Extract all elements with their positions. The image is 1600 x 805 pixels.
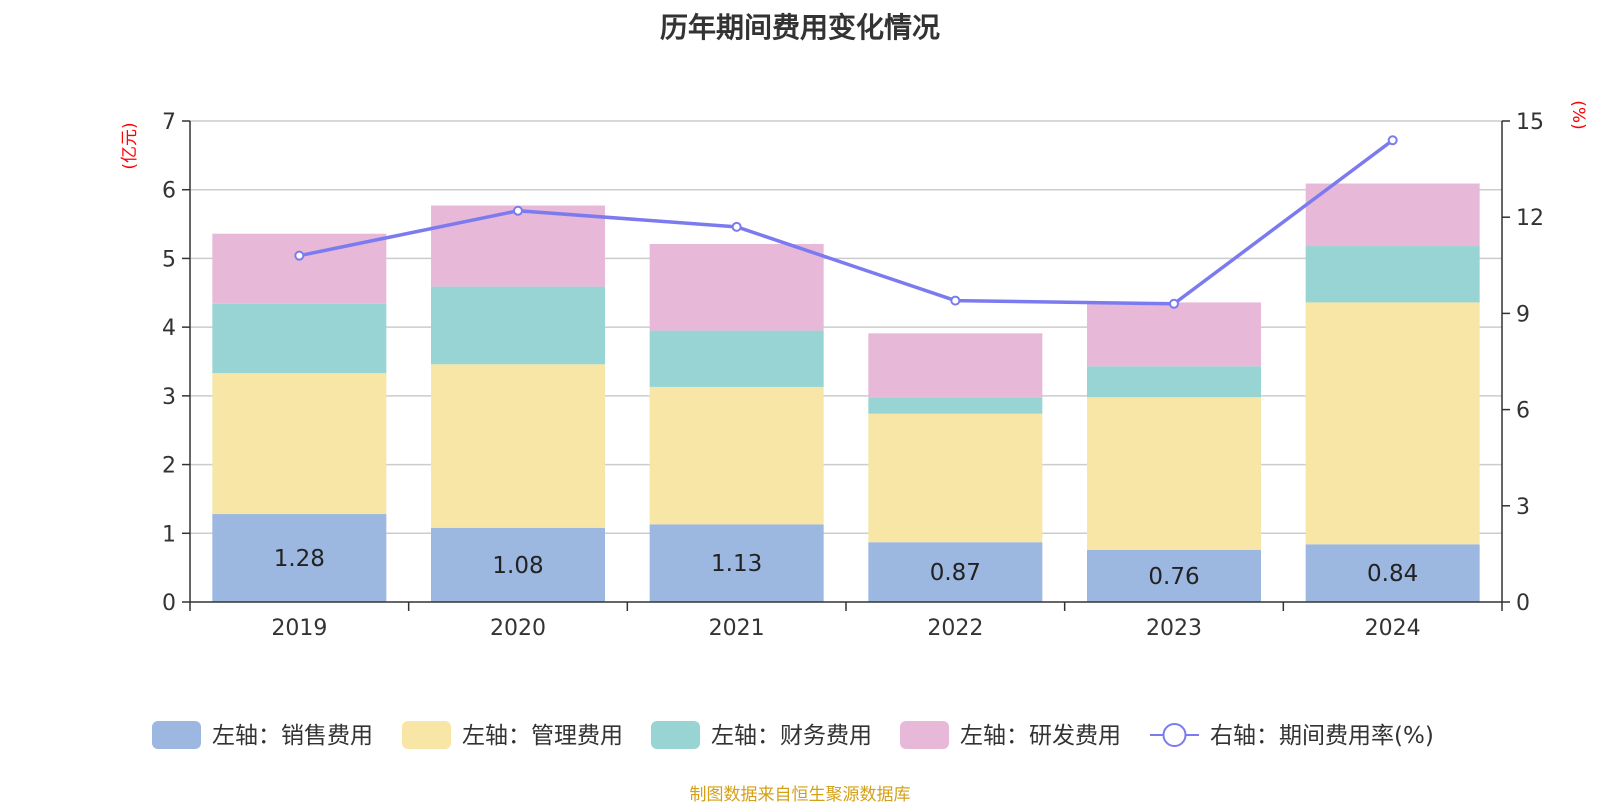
bar-segment [1305, 302, 1480, 545]
left-axis-tick-label: 0 [162, 591, 176, 616]
bar-segment [1305, 183, 1480, 247]
bar-segment [1087, 302, 1261, 367]
bar-segment [649, 524, 824, 602]
x-axis-tick-label: 2020 [490, 616, 546, 641]
rate-point [513, 205, 523, 216]
rate-line [298, 138, 1394, 306]
legend-layer: 左轴：销售费用 左轴：管理费用 左轴：财务费用 左轴：研发费用 右轴：期间费用率(%) [152, 721, 1434, 749]
bar-segment [431, 205, 605, 287]
bar-segment [1087, 366, 1261, 398]
data-label: 1.28 [274, 546, 325, 572]
data-label: 1.08 [492, 553, 543, 579]
data-label: 0.87 [930, 560, 981, 586]
bars-layer [212, 183, 1480, 602]
legend-label: 右轴：期间费用率(%) [1210, 723, 1434, 749]
right-axis-tick-label: 9 [1516, 302, 1530, 327]
bar-segment [212, 303, 387, 374]
rate-point [1169, 298, 1179, 309]
bar-segment [431, 286, 605, 365]
data-label: 0.76 [1148, 564, 1199, 590]
line-layer [294, 135, 1398, 309]
right-axis-tick-label: 0 [1516, 591, 1530, 616]
bar-segment [1305, 246, 1480, 303]
bar-segment [1087, 549, 1261, 602]
legend-swatch [402, 721, 451, 749]
bar-segment [212, 514, 387, 602]
rate-point [950, 295, 961, 306]
legend-label: 左轴：研发费用 [960, 723, 1121, 749]
legend-label: 左轴：财务费用 [711, 723, 872, 749]
bar-segment [868, 542, 1043, 602]
rate-point [1387, 135, 1398, 146]
x-axis-tick-label: 2021 [709, 616, 765, 641]
left-axis-tick-label: 2 [162, 454, 176, 479]
bar-segment [1305, 544, 1480, 602]
data-label: 1.13 [711, 551, 762, 577]
x-axis-tick-label: 2024 [1365, 616, 1421, 641]
right-axis-tick-label: 3 [1516, 495, 1530, 520]
bar-segment [212, 373, 387, 515]
x-axis-tick-label: 2019 [271, 616, 327, 641]
bar-segment [649, 243, 824, 331]
left-axis-tick-label: 5 [162, 247, 176, 272]
chart-title: 历年期间费用变化情况 [659, 11, 940, 44]
bar-segment [1087, 397, 1261, 550]
left-axis-unit: (亿元) [120, 122, 140, 169]
right-axis-tick-label: 12 [1516, 206, 1544, 231]
rate-point [731, 221, 742, 232]
legend-label: 左轴：销售费用 [212, 723, 373, 749]
grid-layer [190, 120, 1502, 535]
bar-segment [649, 386, 824, 525]
labels-layer: 1.28 1.08 1.13 0.87 0.76 0.84 [274, 546, 1419, 590]
left-axis-tick-label: 1 [162, 522, 176, 547]
legend-marker [1162, 723, 1187, 747]
legend-label: 左轴：管理费用 [462, 723, 623, 749]
bar-segment [431, 527, 605, 602]
bar-segment [431, 364, 605, 528]
left-axis-tick-label: 4 [162, 316, 176, 341]
left-axis-tick-label: 6 [162, 179, 176, 204]
bar-segment [868, 333, 1043, 398]
right-axis-tick-label: 6 [1516, 399, 1530, 424]
left-axis-tick-label: 3 [162, 385, 176, 410]
bar-segment [868, 413, 1043, 543]
bar-segment [649, 330, 824, 387]
data-label: 0.84 [1367, 561, 1418, 587]
right-axis-tick-label: 15 [1516, 110, 1544, 135]
bar-segment [868, 397, 1043, 414]
source-note: 制图数据来自恒生聚源数据库 [689, 785, 911, 805]
left-axis-tick-label: 7 [162, 110, 176, 135]
right-axis-unit: (%) [1568, 100, 1588, 129]
legend-swatch [900, 721, 949, 749]
legend-swatch [152, 721, 201, 749]
x-axis-tick-label: 2022 [927, 616, 983, 641]
x-axis-tick-label: 2023 [1146, 616, 1202, 641]
rate-point [294, 250, 305, 261]
legend-swatch [651, 721, 700, 749]
